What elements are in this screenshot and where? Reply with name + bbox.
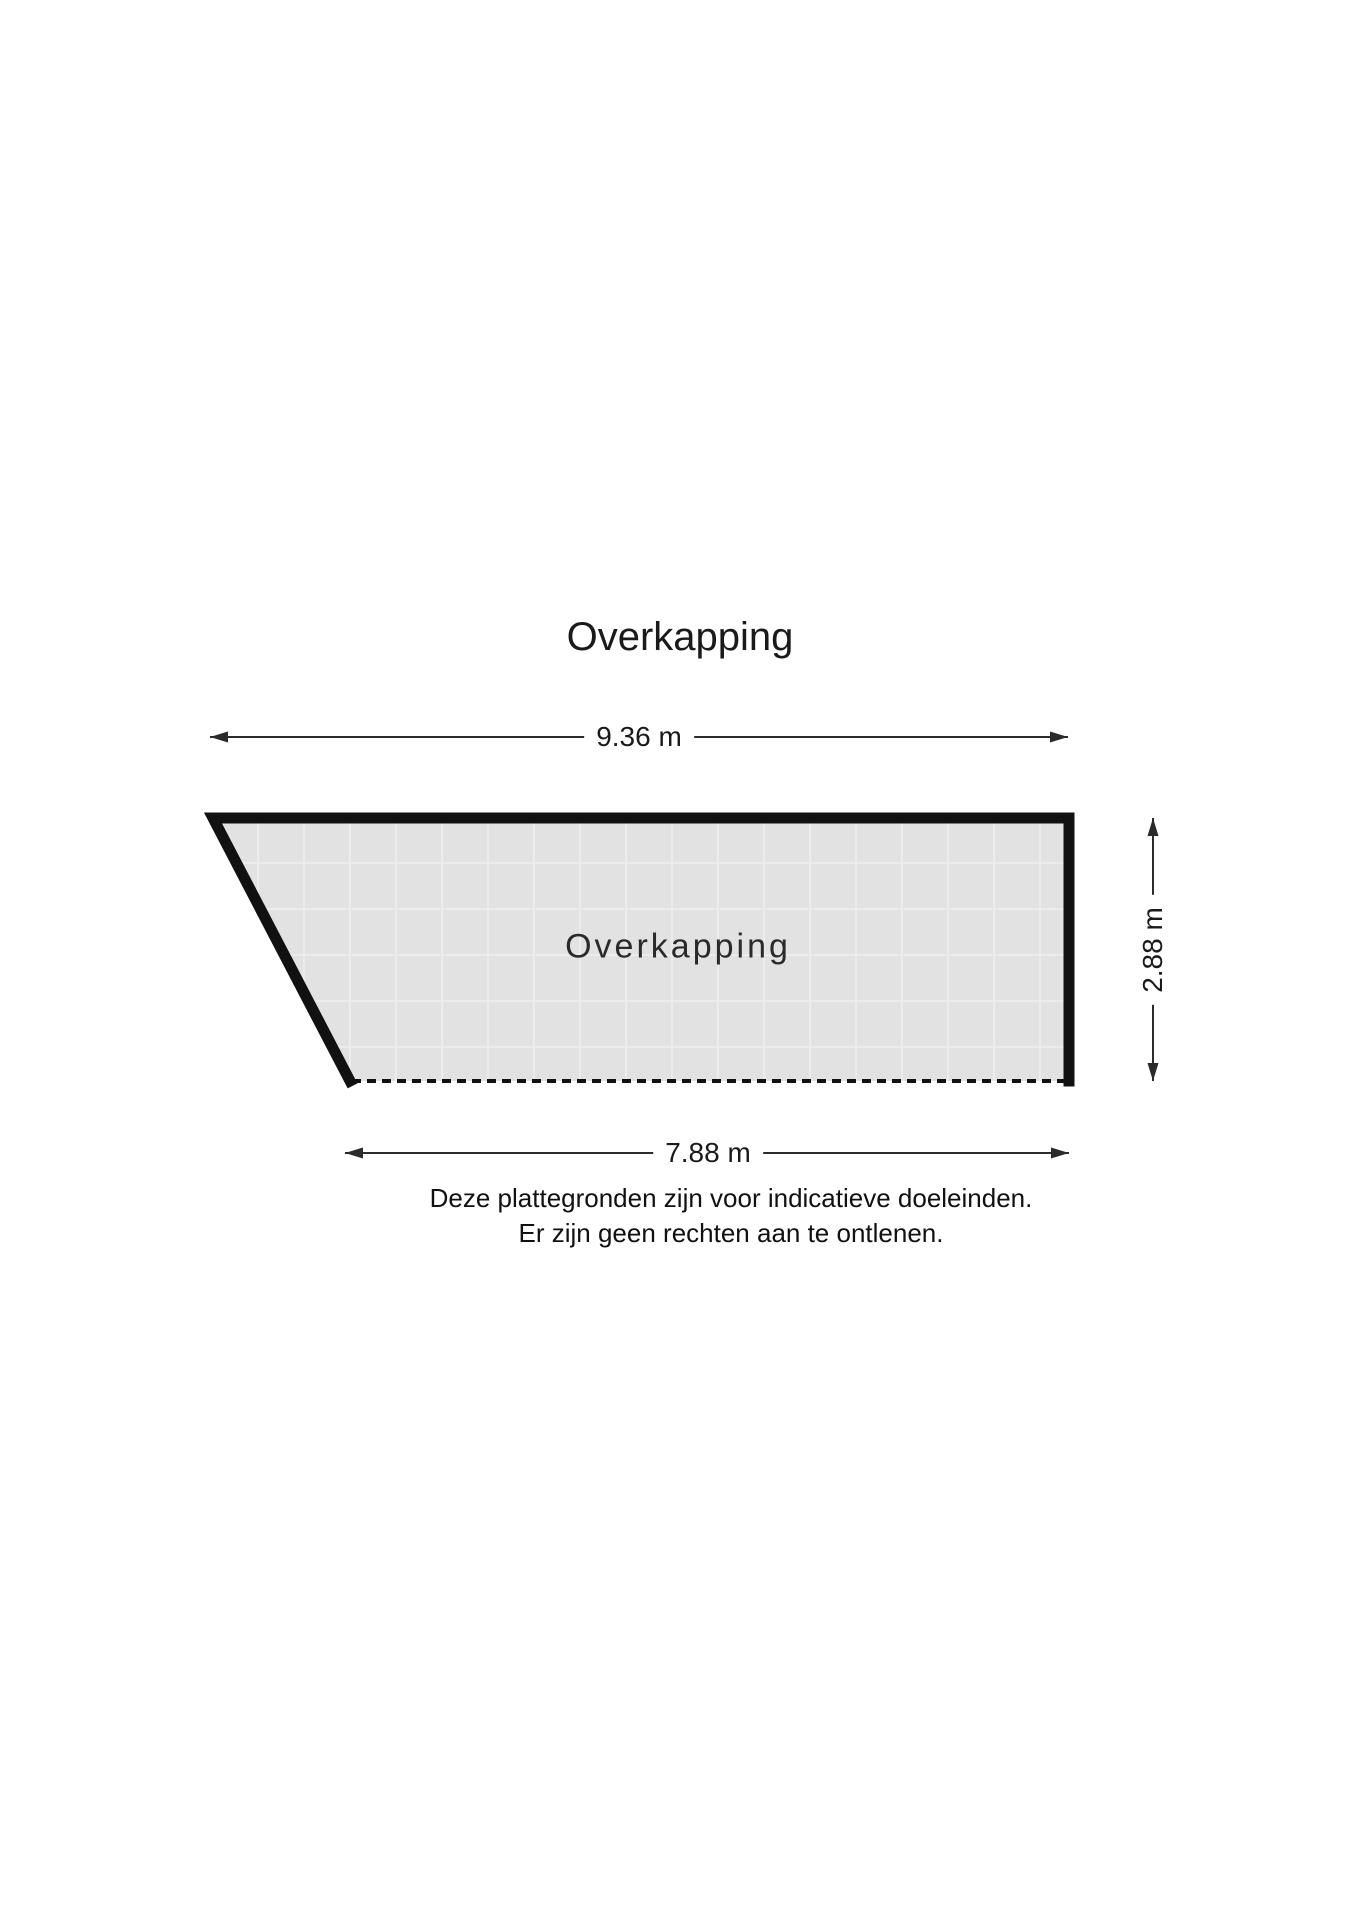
dimension-bottom-label: 7.88 m [653, 1137, 763, 1169]
disclaimer-line1: Deze plattegronden zijn voor indicatieve… [429, 1183, 1033, 1213]
canopy-outline-walls [203, 812, 1075, 1089]
canopy-area [213, 818, 1069, 1081]
page-title: Overkapping [566, 615, 794, 659]
dimension-right-label: 2.88 m [1137, 895, 1169, 1005]
disclaimer: Deze plattegronden zijn voor indicatieve… [430, 1181, 1033, 1251]
room-label: Overkapping [565, 927, 791, 966]
dimension-top-label: 9.36 m [584, 721, 694, 753]
disclaimer-line2: Er zijn geen rechten aan te ontlenen. [518, 1218, 944, 1248]
